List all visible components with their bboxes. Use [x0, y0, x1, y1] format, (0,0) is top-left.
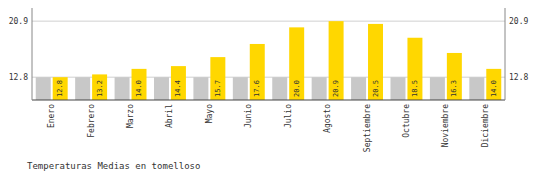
- bar: [368, 24, 383, 100]
- y2-ticks: 12.8 20.9: [509, 17, 528, 82]
- bar: [447, 53, 462, 100]
- bar: [171, 66, 186, 100]
- x-tick-label: Mayo: [205, 104, 214, 123]
- data-label: 20.0: [293, 80, 301, 97]
- bar: [132, 69, 147, 100]
- x-tick-label: Octubre: [402, 104, 411, 138]
- bar: [272, 77, 287, 100]
- grid-line: [32, 21, 505, 22]
- grid: [32, 21, 505, 77]
- data-label: 18.5: [411, 80, 419, 97]
- bar: [75, 77, 90, 100]
- x-tick-label: Agosto: [323, 104, 332, 133]
- x-tick-label: Enero: [47, 104, 56, 128]
- y2-axis-line: [505, 8, 506, 100]
- bar: [92, 74, 107, 100]
- x-tick-label: Noviembre: [441, 104, 450, 148]
- x-tick-label: Marzo: [126, 104, 135, 128]
- data-label: 20.5: [372, 80, 380, 97]
- chart: 12.8 13.2 14.0 14.4 15.7 17.6 20.0 20.9 20.5 18.5…: [0, 0, 537, 174]
- x-tick-label: Junio: [244, 104, 253, 128]
- bar: [430, 77, 445, 100]
- data-label: 17.6: [253, 80, 261, 97]
- bar: [36, 77, 51, 100]
- x-tick-label: Abril: [165, 104, 174, 128]
- bar: [250, 44, 265, 100]
- bar: [390, 77, 405, 100]
- bar: [210, 57, 225, 100]
- bars: [36, 21, 502, 100]
- x-axis-line: [32, 100, 505, 101]
- bar: [53, 77, 68, 100]
- data-label: 15.7: [214, 80, 222, 97]
- data-label: 14.0: [135, 80, 143, 97]
- bar: [351, 77, 366, 100]
- data-label: 14.4: [174, 80, 182, 97]
- x-ticks: Enero Febrero Marzo Abril Mayo Junio Julio Agos…: [47, 104, 490, 152]
- data-label: 16.3: [450, 80, 458, 97]
- y-tick-label: 20.9: [9, 17, 28, 26]
- data-label: 12.8: [56, 80, 64, 97]
- bar: [312, 77, 327, 100]
- y-axis-line: [32, 8, 33, 100]
- y-tick-label: 12.8: [9, 73, 28, 82]
- data-label: 13.2: [96, 80, 104, 97]
- y2-tick-label: 12.8: [509, 73, 528, 82]
- bar: [193, 77, 208, 100]
- y-ticks: 12.8 20.9: [9, 17, 28, 82]
- x-tick-label: Diciembre: [481, 104, 490, 148]
- bar: [486, 69, 501, 100]
- x-tick-label: Julio: [284, 104, 293, 128]
- bar: [154, 77, 169, 100]
- data-labels: 12.8 13.2 14.0 14.4 15.7 17.6 20.0 20.9 20.5 18.5…: [56, 80, 498, 97]
- bar: [233, 77, 248, 100]
- y2-tick-label: 20.9: [509, 17, 528, 26]
- data-label: 14.0: [490, 80, 498, 97]
- x-tick-label: Septiembre: [363, 104, 372, 152]
- title: Temperaturas Medias en tomelloso: [27, 161, 200, 171]
- bar: [289, 27, 304, 100]
- bar: [329, 21, 344, 100]
- bar: [115, 77, 130, 100]
- x-tick-label: Febrero: [87, 104, 96, 138]
- data-label: 20.9: [332, 80, 340, 97]
- bar: [407, 38, 422, 100]
- bar: [469, 77, 484, 100]
